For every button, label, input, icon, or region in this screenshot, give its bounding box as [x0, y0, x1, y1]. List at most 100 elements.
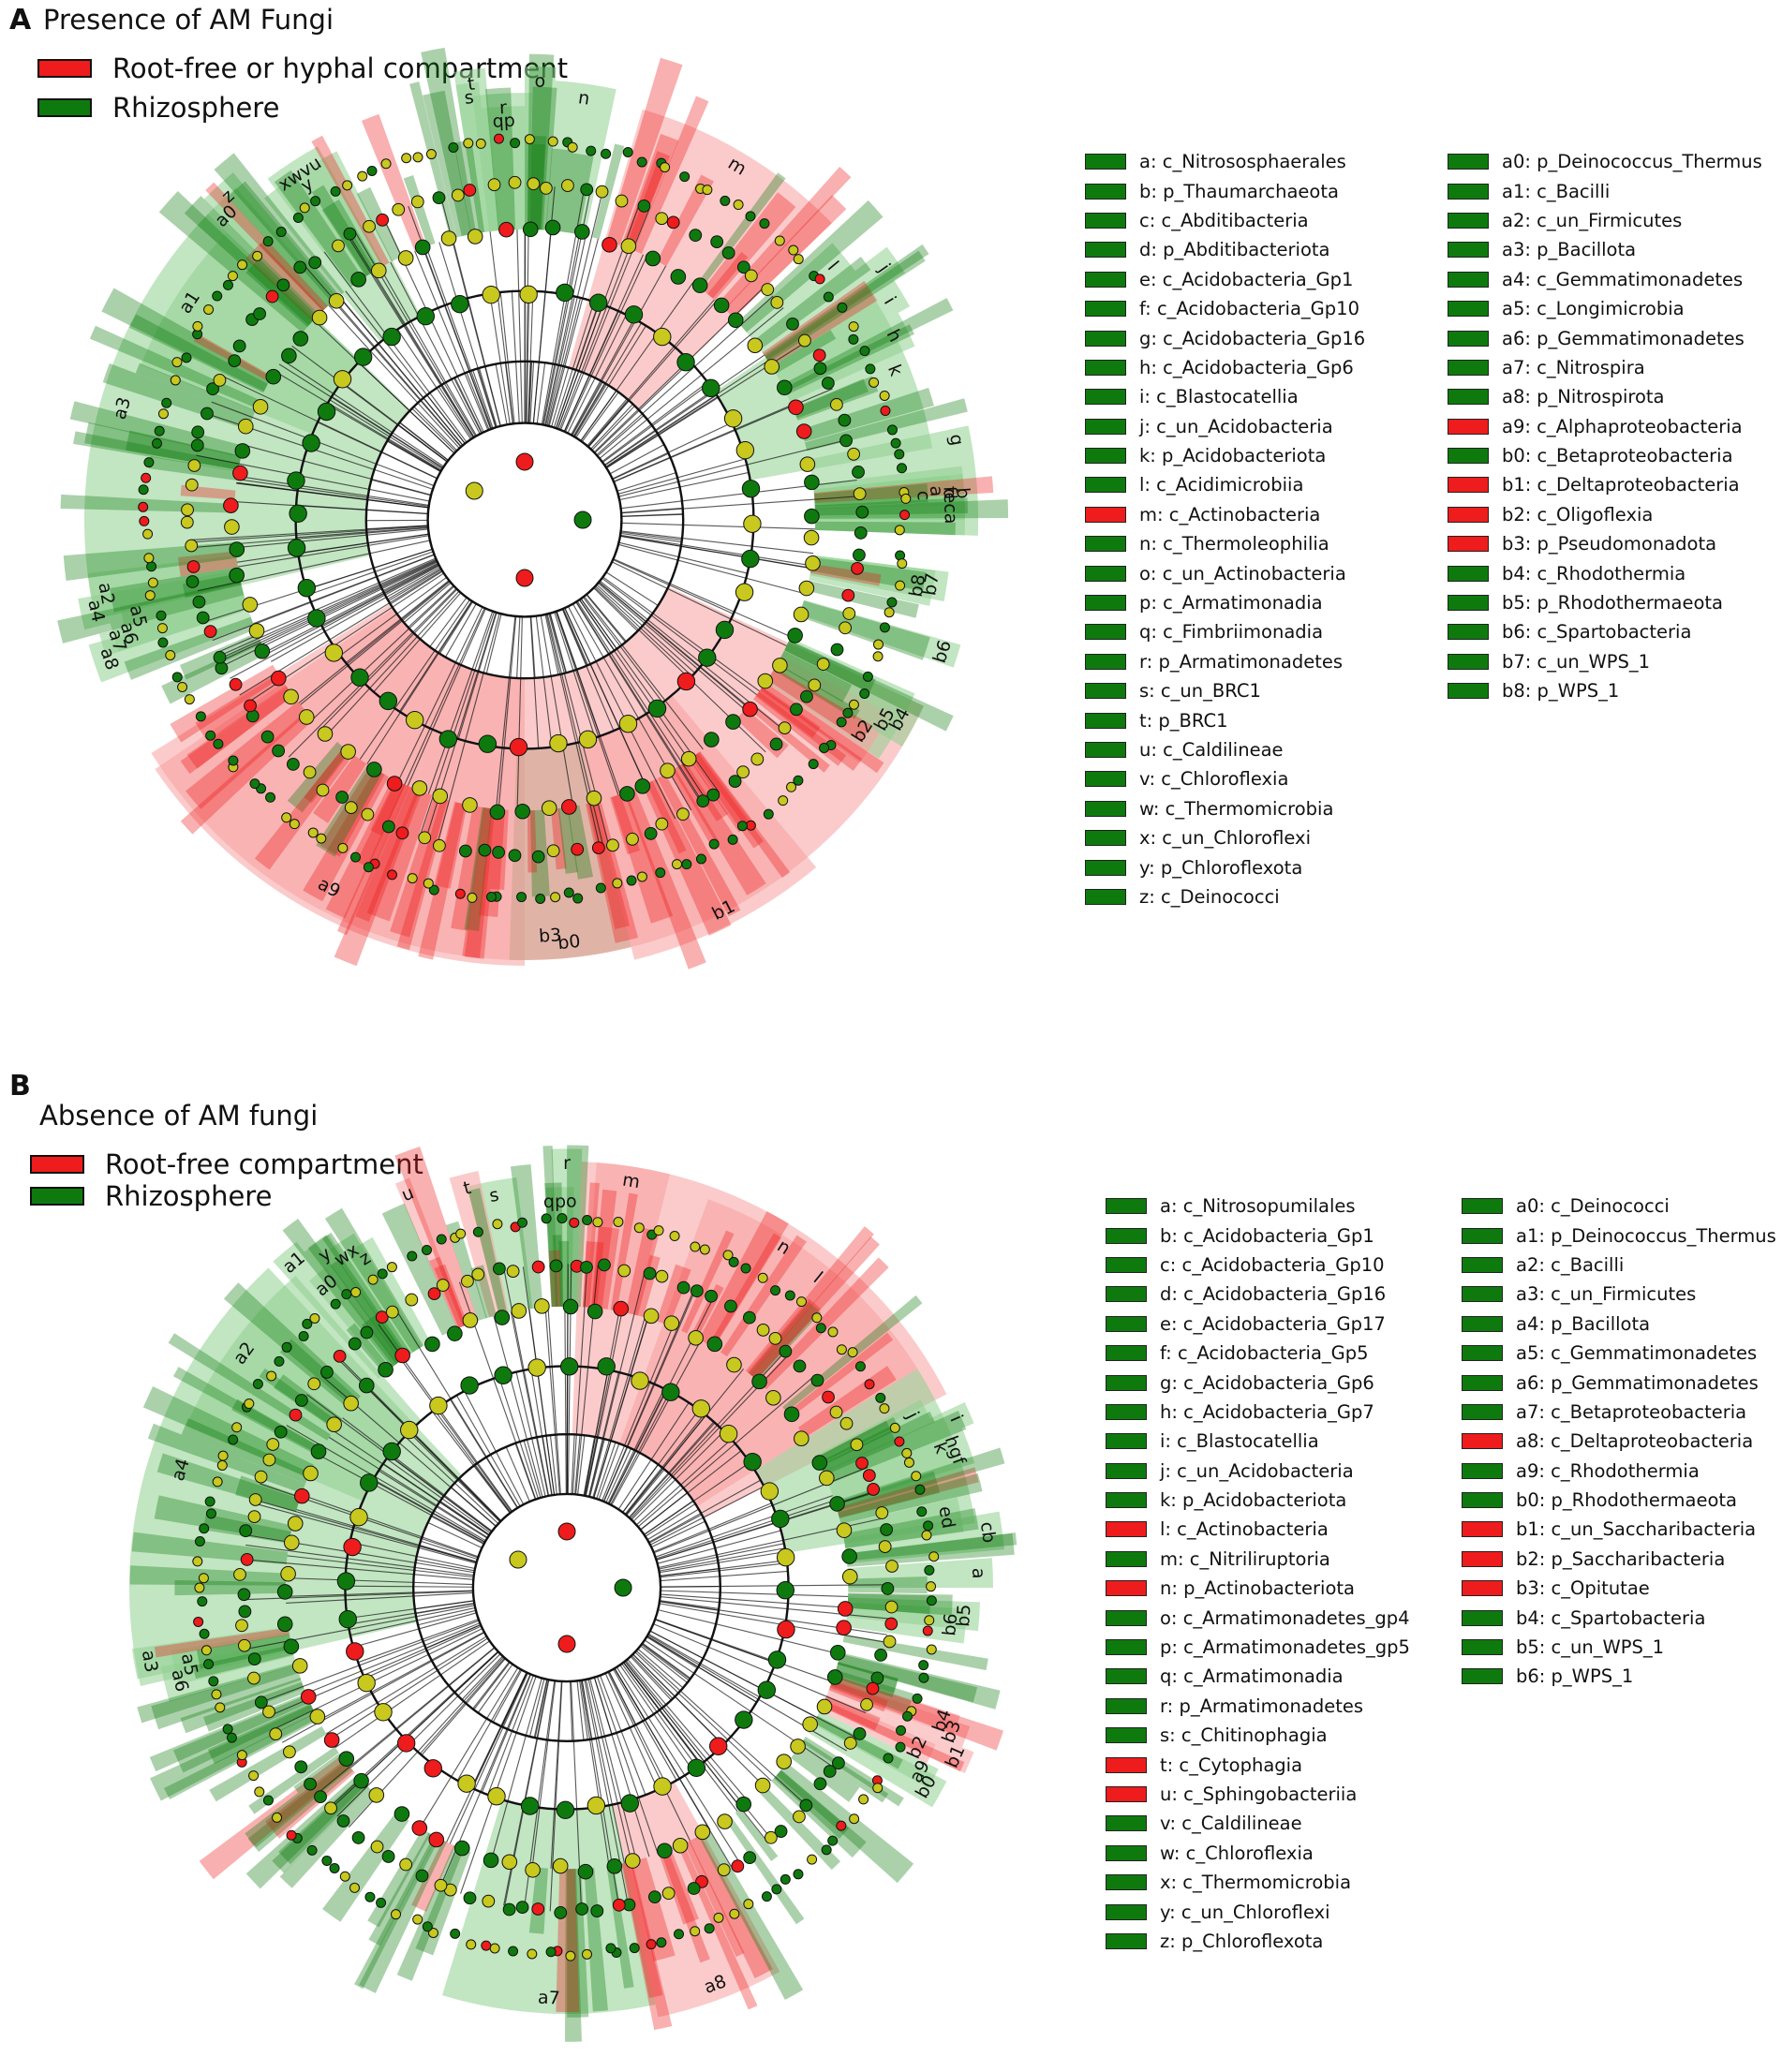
tree-node — [839, 1416, 854, 1430]
tree-node — [702, 185, 713, 196]
clade-key-item: l: c_Actinobacteria — [1106, 1515, 1410, 1544]
clade-key-swatch — [1106, 1403, 1147, 1420]
tree-node — [414, 239, 431, 256]
tree-branch — [605, 571, 659, 606]
tree-branch — [281, 359, 445, 467]
tree-branch — [220, 560, 438, 662]
tree-node — [853, 487, 867, 501]
clade-key-label: a8: p_Nitrospirota — [1502, 386, 1665, 408]
tree-node — [672, 859, 683, 870]
tree-branch — [477, 1664, 513, 1713]
tree-node — [294, 1394, 308, 1407]
tree-node — [926, 1644, 937, 1655]
tree-node — [454, 888, 466, 899]
tree-node — [727, 834, 738, 845]
clade-key-label: b5: c_un_WPS_1 — [1516, 1636, 1665, 1659]
tree-node — [232, 465, 248, 481]
abundance-bar — [694, 751, 791, 879]
tree-node — [244, 1399, 255, 1410]
clade-key-label: e: c_Acidobacteria_Gp17 — [1160, 1312, 1386, 1335]
tree-node — [626, 832, 639, 846]
clade-key-item: x: c_Thermomicrobia — [1106, 1868, 1410, 1897]
tree-node — [392, 202, 406, 216]
tree-node — [525, 1862, 541, 1878]
clade-key-item: b3: p_Pseudomonadota — [1448, 529, 1762, 558]
tree-branch — [345, 580, 450, 664]
tree-node — [303, 765, 317, 779]
tree-branch — [427, 611, 494, 794]
abundance-bar — [777, 650, 853, 703]
tree-branch — [573, 383, 607, 437]
tree-node — [676, 807, 690, 821]
tree-node — [895, 580, 906, 591]
tree-node — [826, 1669, 843, 1685]
tree-node — [316, 833, 327, 844]
tree-node — [705, 1289, 718, 1303]
tree-node — [212, 1476, 223, 1487]
tree-node — [587, 1796, 606, 1815]
clade-key-label: a4: p_Bacillota — [1516, 1312, 1651, 1335]
tree-node — [511, 1303, 527, 1319]
tree-node — [744, 269, 758, 283]
tree-branch — [610, 1391, 671, 1505]
tree-branch — [390, 261, 481, 435]
tree-branch — [620, 532, 682, 543]
tree-branch — [415, 1603, 475, 1615]
clade-key-label: m: c_Actinobacteria — [1139, 503, 1321, 525]
tree-node — [676, 672, 696, 691]
tree-branch — [495, 615, 516, 809]
tree-branch — [604, 1673, 659, 1790]
abundance-bar — [550, 807, 567, 870]
tree-node — [745, 211, 756, 222]
tree-node — [694, 1824, 711, 1841]
tree-branch — [449, 1399, 518, 1509]
abundance-bar — [659, 1848, 699, 1925]
clade-key-item: b8: p_WPS_1 — [1448, 676, 1762, 705]
tree-node — [655, 212, 669, 226]
clade-key-swatch — [1462, 1639, 1503, 1656]
clade-key-swatch — [1106, 1315, 1147, 1332]
abundance-bar — [630, 1857, 676, 1961]
tree-node — [248, 623, 265, 639]
clade-key-label: b6: p_WPS_1 — [1516, 1665, 1634, 1688]
clade-key-item: y: p_Chloroflexota — [1085, 852, 1365, 881]
tree-node — [138, 484, 149, 496]
tree-node — [508, 1946, 519, 1957]
abundance-bar — [708, 1233, 782, 1348]
tree-node — [763, 808, 774, 820]
tree-node — [427, 1287, 441, 1300]
clade-key-item: b4: c_Spartobacteria — [1462, 1603, 1776, 1632]
tree-branch — [601, 381, 708, 463]
abundance-bar — [702, 192, 796, 301]
tree-branch — [379, 267, 478, 437]
abundance-bar — [625, 1227, 661, 1316]
abundance-bar — [633, 96, 709, 255]
tree-node — [374, 1703, 393, 1722]
tree-node — [386, 776, 403, 792]
tree-node — [514, 803, 531, 820]
clade-key-label: w: c_Chloroflexia — [1160, 1842, 1314, 1864]
tree-node — [433, 838, 446, 852]
clade-key-item: a3: p_Bacillota — [1448, 235, 1762, 264]
tree-node — [198, 1573, 209, 1584]
tree-branch — [358, 1619, 479, 1664]
abundance-bar — [771, 1769, 867, 1858]
tree-node — [527, 177, 541, 191]
tree-branch — [373, 592, 462, 693]
tree-branch — [407, 608, 486, 787]
tree-node — [157, 637, 169, 648]
tree-node — [184, 694, 195, 705]
tree-node — [478, 734, 497, 753]
tree-node — [914, 1484, 926, 1495]
tree-branch — [597, 583, 746, 710]
tree-branch — [301, 1494, 479, 1558]
tree-node — [328, 292, 345, 309]
clade-key-item: w: c_Chloroflexia — [1106, 1839, 1410, 1868]
tree-node — [216, 1459, 228, 1471]
tree-node — [427, 1927, 438, 1938]
abundance-bar — [800, 387, 934, 442]
tree-node — [287, 471, 305, 490]
tree-node — [636, 871, 647, 882]
tree-node — [582, 1215, 593, 1226]
clade-key-label: s: c_un_BRC1 — [1139, 680, 1261, 703]
